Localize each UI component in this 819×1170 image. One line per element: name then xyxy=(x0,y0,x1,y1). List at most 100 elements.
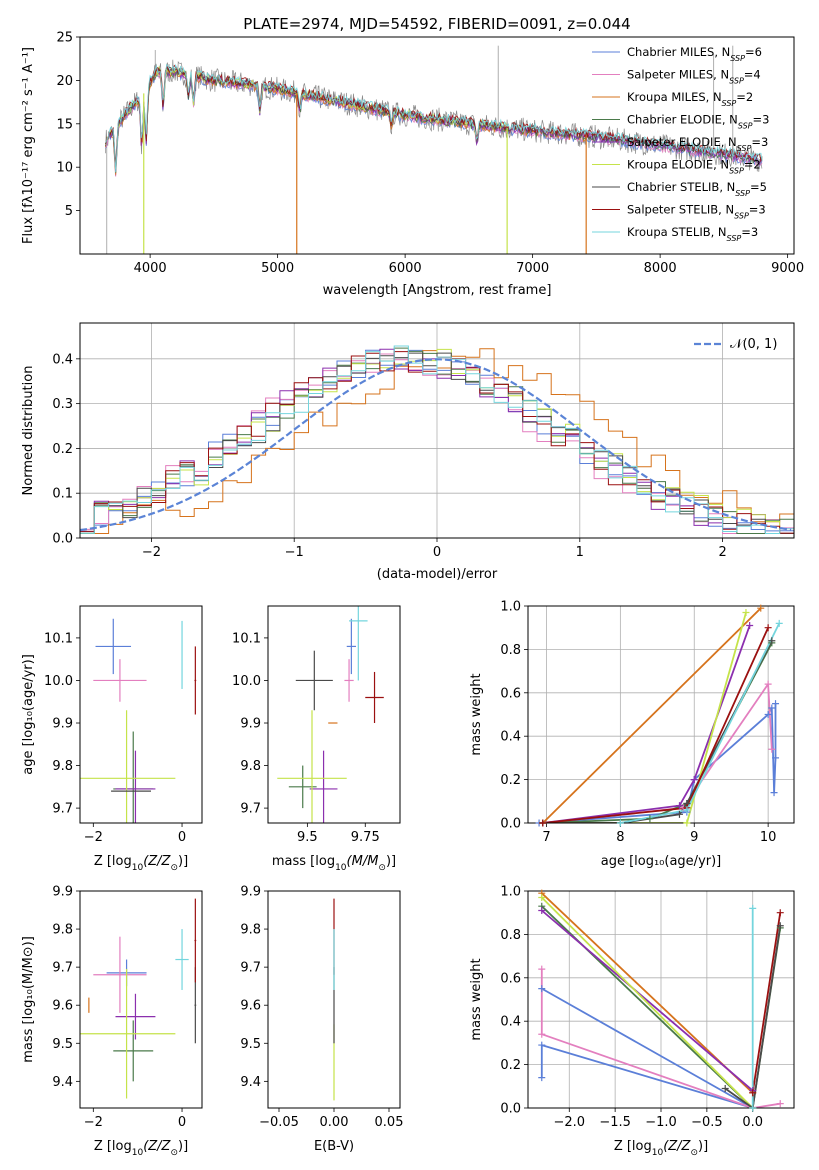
spectrum-model-line xyxy=(105,63,763,173)
legend-label-sub: SSP xyxy=(729,76,744,85)
legend-label-count: =2 xyxy=(736,90,753,104)
mass-vs-Z-xlabel-part: Z [log xyxy=(94,1139,132,1154)
weight_vs_age-series-line xyxy=(542,625,751,823)
weight_vs_age-marker xyxy=(690,776,698,784)
weight_vs_Z-series-line xyxy=(541,896,754,1108)
age_vs_mass-plot-area xyxy=(277,606,384,823)
legend-label-count: =3 xyxy=(751,135,768,149)
mass-vs-Z-ylabel: mass [log₁₀(M/M⊙)] xyxy=(21,936,36,1063)
residuals-axes: −2 −1 0 1 2 0.0 0.1 0.2 0.3 0.4 Normed distributio… xyxy=(21,322,795,582)
spectrum-ytick-label: 20 xyxy=(56,74,73,89)
spectrum-legend-label: Kroupa ELODIE, NSSP=2 xyxy=(627,158,761,176)
weight_vs_age-ytick-label: 0.4 xyxy=(500,730,521,745)
weight_vs_Z-marker xyxy=(538,1041,546,1049)
spectrum-xlabel: wavelength [Angstrom, rest frame] xyxy=(323,283,552,298)
spectrum-legend-label: Salpeter ELODIE, NSSP=3 xyxy=(627,135,768,153)
weight_vs_Z-ytick-label: 0.0 xyxy=(500,1102,521,1117)
age-vs-mass-xlabel-part: mass [log xyxy=(272,854,335,869)
spectrum-xtick-label: 9000 xyxy=(771,261,804,276)
legend-label-text: Salpeter ELODIE, N xyxy=(627,135,737,149)
age_vs_Z-ytick-label: 9.8 xyxy=(52,759,73,774)
mass_vs_ebv-ytick-label: 9.8 xyxy=(240,923,261,938)
age-vs-Z-xlabel-part: (Z/Z xyxy=(143,854,171,869)
weight_vs_Z-marker xyxy=(538,1030,546,1038)
legend-label-count: =4 xyxy=(744,68,761,82)
mass_vs_Z-ytick-label: 9.9 xyxy=(52,885,73,900)
age_vs_Z-plot-area xyxy=(80,618,197,823)
legend-label-text: Chabrier ELODIE, N xyxy=(627,113,738,127)
legend-label-text: Kroupa STELIB, N xyxy=(627,225,727,239)
weight_vs_age-marker xyxy=(746,622,754,630)
weight_vs_Z-xtick-label: −0.5 xyxy=(691,1115,723,1130)
weight_vs_age-marker xyxy=(768,745,776,753)
weight_vs_age-series-line xyxy=(542,607,762,823)
age-vs-mass-xlabel-part: ⊙ xyxy=(378,863,386,873)
spectrum-legend-label: Chabrier MILES, NSSP=6 xyxy=(627,45,762,63)
mass_vs_ebv-ytick-label: 9.4 xyxy=(240,1075,261,1090)
weight-vs-Z-xlabel: Z [log10(Z/Z⊙)] xyxy=(614,1139,708,1158)
weight_vs_Z-xtick-label: −2.0 xyxy=(553,1115,585,1130)
weight_vs_age-marker xyxy=(683,819,691,827)
legend-label-sub: SSP xyxy=(735,189,750,198)
residuals-normal-curve xyxy=(80,358,792,532)
age_vs_Z-axes: −2 0 9.7 9.8 9.9 10.0 10.1 age [log₁₀(age/yr)] Z… xyxy=(21,605,203,873)
legend-label-text: Salpeter STELIB, N xyxy=(627,203,734,217)
age-vs-Z-xlabel-part: )] xyxy=(178,854,188,869)
weight_vs_age-ytick-label: 0.8 xyxy=(500,643,521,658)
weight_vs_age-marker xyxy=(770,789,778,797)
legend-label-count: =6 xyxy=(745,45,762,59)
mass_vs_ebv-ytick-label: 9.7 xyxy=(240,961,261,976)
residuals-histogram xyxy=(80,353,794,534)
age_vs_mass-ytick-label: 9.7 xyxy=(240,802,261,817)
spectrum-ytick-label: 5 xyxy=(65,204,73,219)
weight_vs_age-marker xyxy=(775,619,783,627)
weight_vs_Z-marker xyxy=(749,1089,757,1097)
mass_vs_ebv-axes: −0.05 0.00 0.05 9.4 9.5 9.6 9.7 9.8 9.9 E(B-V) xyxy=(240,885,403,1155)
weight_vs_Z-ytick-label: 1.0 xyxy=(500,885,521,900)
mass_vs_Z-ytick-label: 9.7 xyxy=(52,961,73,976)
age_vs_mass-ytick-label: 10.1 xyxy=(232,631,261,646)
age_vs_mass-ytick-label: 9.8 xyxy=(240,759,261,774)
weight_vs_Z-ytick-label: 0.4 xyxy=(500,1015,521,1030)
legend-label-sub: SSP xyxy=(734,211,749,220)
weight_vs_Z-marker xyxy=(538,965,546,973)
weight_vs_age-marker xyxy=(772,700,780,708)
legend-label-text: Kroupa MILES, N xyxy=(627,90,722,104)
spectrum-xtick-label: 5000 xyxy=(261,261,294,276)
weight-vs-Z-ylabel: mass weight xyxy=(469,958,484,1040)
weight_vs_age-marker xyxy=(772,754,780,762)
weight_vs_age-marker xyxy=(764,711,772,718)
weight_vs_age-ytick-label: 0.6 xyxy=(500,686,521,701)
legend-label-sub: SSP xyxy=(729,166,744,175)
age-vs-mass-xlabel-part: (M/M xyxy=(347,854,379,869)
legend-label-text: Kroupa ELODIE, N xyxy=(627,158,729,172)
weight-vs-Z-xlabel-part: 10 xyxy=(652,1148,664,1158)
mass_vs_Z-ytick-label: 9.6 xyxy=(52,999,73,1014)
weight_vs_age-ytick-label: 0.0 xyxy=(500,817,521,832)
legend-label-sub: SSP xyxy=(737,144,752,153)
mass_vs_ebv-ytick-label: 9.9 xyxy=(240,885,261,900)
residuals-plot-area xyxy=(80,345,794,534)
residuals-xtick-label: 2 xyxy=(718,545,726,560)
spectrum-legend-label: Salpeter MILES, NSSP=4 xyxy=(627,68,761,86)
residuals-xtick-label: −2 xyxy=(142,545,161,560)
spectrum-data-line xyxy=(105,59,763,177)
weight_vs_Z-series-line xyxy=(751,912,782,1093)
mass-vs-Z-xlabel-part: 10 xyxy=(132,1148,144,1158)
age_vs_Z-xtick-label: −2 xyxy=(84,830,103,845)
mass_vs_Z-frame xyxy=(79,890,203,1109)
residuals-xtick-label: 0 xyxy=(433,545,441,560)
legend-label-sub: SSP xyxy=(722,99,737,108)
age_vs_mass-ytick-label: 9.9 xyxy=(240,717,261,732)
weight_vs_Z-xtick-label: −1.5 xyxy=(599,1115,631,1130)
spectrum-legend-label: Chabrier ELODIE, NSSP=3 xyxy=(627,113,769,131)
weight_vs_age-marker xyxy=(764,680,772,688)
residuals-xtick-label: −1 xyxy=(285,545,304,560)
mass_vs_ebv-xtick-label: 0.05 xyxy=(375,1115,404,1130)
residuals-ylabel: Normed distribution xyxy=(21,366,36,496)
age_vs_mass-frame xyxy=(267,605,401,824)
weight_vs_Z-marker xyxy=(749,1104,757,1112)
spectrum-ylabel: Flux [fλ10⁻¹⁷ erg cm⁻² s⁻¹ A⁻¹] xyxy=(21,47,36,244)
age-vs-mass-xlabel-part: )] xyxy=(386,854,396,869)
